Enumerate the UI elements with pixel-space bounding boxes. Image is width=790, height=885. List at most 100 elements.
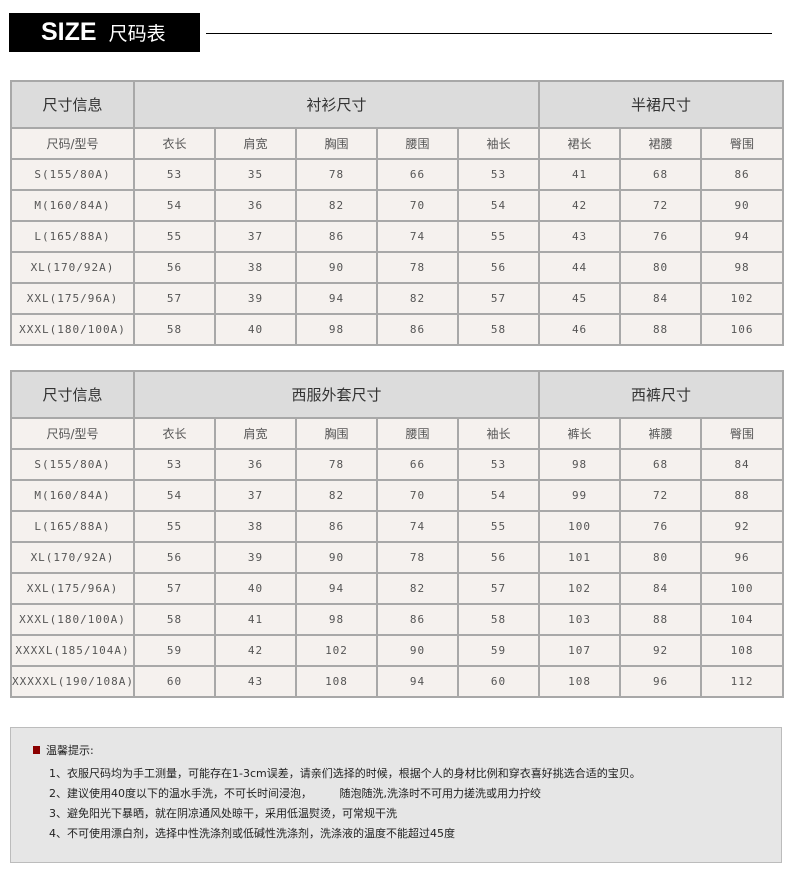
measurement-cell: 82	[376, 282, 459, 315]
table-row: XXXXL(185/104A) 59 42 102 90 59 107 92 108	[10, 634, 785, 667]
measurement-cell: 35	[214, 158, 297, 191]
size-label-cell: XXL(175/96A)	[10, 282, 135, 315]
care-tips-box: 温馨提示: 1、衣服尺码均为手工测量，可能存在1-3cm误差，请亲们选择的时候，…	[10, 727, 782, 863]
measurement-cell: 88	[700, 479, 785, 512]
column-header-row: 尺码/型号 衣长 肩宽 胸围 腰围 袖长 裙长 裙腰 臀围	[10, 127, 785, 160]
measurement-cell: 84	[619, 572, 703, 605]
table-row: M(160/84A) 54 37 82 70 54 99 72 88	[10, 479, 785, 512]
measurement-cell: 70	[376, 479, 459, 512]
measurement-cell: 42	[538, 189, 622, 222]
measurement-cell: 104	[700, 603, 785, 636]
column-header-cell: 袖长	[456, 127, 541, 160]
measurement-cell: 84	[700, 448, 785, 481]
measurement-cell: 90	[295, 251, 378, 284]
group-header-cell: 衬衫尺寸	[132, 80, 541, 129]
measurement-cell: 36	[214, 448, 297, 481]
measurement-cell: 68	[619, 448, 703, 481]
measurement-cell: 57	[456, 572, 541, 605]
measurement-cell: 46	[538, 313, 622, 346]
table-row: M(160/84A) 54 36 82 70 54 42 72 90	[10, 189, 785, 222]
group-header-row: 尺寸信息 衬衫尺寸 半裙尺寸	[10, 80, 785, 129]
measurement-cell: 54	[456, 189, 541, 222]
table-row: XL(170/92A) 56 38 90 78 56 44 80 98	[10, 251, 785, 284]
measurement-cell: 96	[619, 665, 703, 698]
measurement-cell: 88	[619, 313, 703, 346]
measurement-cell: 42	[214, 634, 297, 667]
measurement-cell: 54	[133, 479, 216, 512]
measurement-cell: 108	[295, 665, 378, 698]
column-header-cell: 衣长	[133, 417, 216, 450]
measurement-cell: 54	[133, 189, 216, 222]
measurement-cell: 86	[700, 158, 785, 191]
table-row: XXL(175/96A) 57 39 94 82 57 45 84 102	[10, 282, 785, 315]
measurement-cell: 37	[214, 479, 297, 512]
column-header-cell: 尺码/型号	[10, 127, 135, 160]
measurement-cell: 112	[700, 665, 785, 698]
column-header-cell: 裤腰	[619, 417, 703, 450]
size-table-suit-trousers: 尺寸信息 西服外套尺寸 西裤尺寸 尺码/型号 衣长 肩宽 胸围 腰围 袖长 裤长 裤腰 臀围 S(155…	[10, 370, 785, 698]
measurement-cell: 43	[214, 665, 297, 698]
size-label-cell: XXXL(180/100A)	[10, 313, 135, 346]
measurement-cell: 68	[619, 158, 703, 191]
measurement-cell: 94	[376, 665, 459, 698]
measurement-cell: 72	[619, 189, 703, 222]
size-chart-banner: SIZE 尺码表	[9, 13, 200, 52]
size-label-cell: M(160/84A)	[10, 479, 135, 512]
column-header-cell: 臀围	[700, 417, 785, 450]
measurement-cell: 56	[133, 251, 216, 284]
measurement-cell: 78	[376, 251, 459, 284]
measurement-cell: 38	[214, 251, 297, 284]
measurement-cell: 100	[700, 572, 785, 605]
measurement-cell: 99	[538, 479, 622, 512]
measurement-cell: 107	[538, 634, 622, 667]
measurement-cell: 100	[538, 510, 622, 543]
divider	[206, 33, 772, 34]
size-label-cell: S(155/80A)	[10, 158, 135, 191]
banner-title-zh: 尺码表	[108, 23, 166, 45]
size-label-cell: XXXXXL(190/108A)	[10, 665, 135, 698]
tip-line: 4、不可使用漂白剂，选择中性洗涤剂或低碱性洗涤剂，洗涤液的温度不能超过45度	[49, 827, 455, 840]
column-header-cell: 胸围	[295, 127, 378, 160]
measurement-cell: 55	[456, 220, 541, 253]
column-header-cell: 胸围	[295, 417, 378, 450]
measurement-cell: 98	[538, 448, 622, 481]
measurement-cell: 78	[295, 158, 378, 191]
measurement-cell: 36	[214, 189, 297, 222]
info-label-cell: 尺寸信息	[10, 80, 135, 129]
column-header-cell: 裤长	[538, 417, 622, 450]
measurement-cell: 57	[133, 282, 216, 315]
measurement-cell: 39	[214, 541, 297, 574]
measurement-cell: 59	[456, 634, 541, 667]
measurement-cell: 55	[133, 220, 216, 253]
measurement-cell: 40	[214, 313, 297, 346]
measurement-cell: 92	[700, 510, 785, 543]
measurement-cell: 90	[295, 541, 378, 574]
size-label-cell: XXXXL(185/104A)	[10, 634, 135, 667]
measurement-cell: 86	[295, 510, 378, 543]
measurement-cell: 108	[700, 634, 785, 667]
measurement-cell: 57	[456, 282, 541, 315]
column-header-cell: 袖长	[456, 417, 541, 450]
measurement-cell: 98	[295, 603, 378, 636]
measurement-cell: 102	[538, 572, 622, 605]
group-header-cell: 西裤尺寸	[538, 370, 785, 419]
table-row: XL(170/92A) 56 39 90 78 56 101 80 96	[10, 541, 785, 574]
table-row: XXXL(180/100A) 58 40 98 86 58 46 88 106	[10, 313, 785, 346]
group-header-row: 尺寸信息 西服外套尺寸 西裤尺寸	[10, 370, 785, 419]
tip-line: 3、避免阳光下暴晒，就在阴凉通风处晾干，采用低温熨烫，可常规干洗	[49, 807, 397, 820]
measurement-cell: 98	[295, 313, 378, 346]
measurement-cell: 90	[700, 189, 785, 222]
table-row: L(165/88A) 55 37 86 74 55 43 76 94	[10, 220, 785, 253]
square-bullet-icon	[33, 746, 40, 754]
measurement-cell: 80	[619, 251, 703, 284]
measurement-cell: 58	[133, 603, 216, 636]
size-label-cell: S(155/80A)	[10, 448, 135, 481]
measurement-cell: 84	[619, 282, 703, 315]
tips-title-text: 温馨提示:	[46, 744, 94, 757]
measurement-cell: 86	[376, 603, 459, 636]
measurement-cell: 66	[376, 158, 459, 191]
measurement-cell: 106	[700, 313, 785, 346]
measurement-cell: 74	[376, 510, 459, 543]
group-header-cell: 半裙尺寸	[538, 80, 785, 129]
measurement-cell: 103	[538, 603, 622, 636]
